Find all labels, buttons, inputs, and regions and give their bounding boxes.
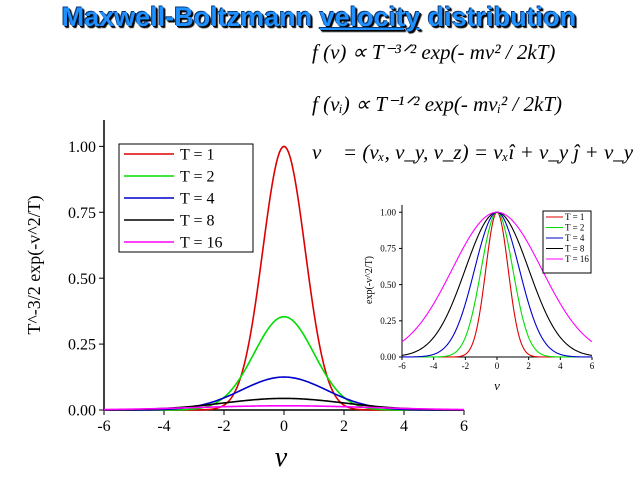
main-y-axis-label: T^-3/2 exp(-v^2/T) (24, 195, 45, 334)
title-part3: distribution (420, 2, 577, 32)
main-y-tick-label: 0.50 (68, 271, 96, 288)
main-series-line-2 (104, 315, 464, 411)
main-x-tick-label: -2 (217, 418, 230, 435)
main-x-tick-label: 4 (400, 418, 408, 435)
equation-component: f (vᵢ) ∝ T⁻¹ᐟ² exp(- mvᵢ² / 2kT) (312, 92, 563, 116)
inset-group: -6 -4 -2 0 2 4 6 0.00 0.25 0.50 0.75 1.00 T = 1T = 2… (364, 205, 595, 393)
inset-x-tick-label: 2 (526, 361, 531, 371)
inset-y-tick-label: 0.25 (380, 316, 396, 326)
title-part2: velocity (319, 2, 421, 32)
inset-legend-box (542, 210, 592, 274)
main-x-tick-label: -4 (157, 418, 170, 435)
inset-x-tick-label: -6 (398, 361, 406, 371)
inset-y-tick-label: 0.75 (380, 244, 396, 254)
inset-x-tick-label: 4 (558, 361, 563, 371)
main-y-tick-label: 0.00 (68, 403, 96, 420)
equation-vector: v⃗ = (vₓ, v_y, v_z) = vₓî + v_y ĵ + v_y … (312, 140, 638, 164)
main-x-tick-label: 6 (460, 418, 468, 435)
inset-y-tick-label: 1.00 (380, 207, 396, 217)
main-y-tick-label: 0.25 (68, 337, 96, 354)
inset-x-tick-label: -4 (430, 361, 438, 371)
equation-speed: f (v) ∝ T⁻³ᐟ² exp(- mv² / 2kT) (312, 40, 556, 64)
inset-series-line-5 (401, 211, 593, 343)
main-legend-label-1: T = 1 (180, 147, 215, 164)
main-x-tick-label: 2 (340, 418, 348, 435)
inset-x-tick-label: -2 (462, 361, 470, 371)
inset-y-axis-label: exp(-v^2/T) (364, 256, 375, 304)
inset-x-tick-label: 0 (495, 361, 500, 371)
inset-legend-label-4: T = 8 (565, 244, 585, 254)
title-part1: Maxwell-Boltzmann (61, 2, 320, 32)
main-x-tick-label: -6 (97, 418, 110, 435)
inset-legend-label-5: T = 16 (565, 254, 589, 264)
inset-legend-label-2: T = 2 (565, 223, 584, 233)
main-y-tick-label: 1.00 (68, 139, 96, 156)
main-legend-label-2: T = 2 (180, 169, 215, 186)
page-title: Maxwell-Boltzmann velocity distribution (0, 2, 638, 33)
inset-x-axis-label: v (494, 378, 500, 393)
inset-legend-label-3: T = 4 (565, 233, 585, 243)
main-x-axis-label: v (275, 442, 288, 473)
inset-y-tick-label: 0.50 (380, 280, 396, 290)
inset-legend-label-1: T = 1 (565, 212, 584, 222)
main-series-line-3 (104, 376, 464, 411)
main-legend-label-3: T = 4 (180, 191, 215, 208)
main-series-line-5 (103, 404, 465, 411)
inset-y-tick-label: 0.00 (380, 352, 396, 362)
main-legend-label-4: T = 8 (180, 213, 215, 230)
inset-x-tick-label: 6 (590, 361, 595, 371)
main-y-tick-label: 0.75 (68, 205, 96, 222)
main-x-tick-label: 0 (280, 418, 288, 435)
main-legend-label-5: T = 16 (180, 235, 223, 252)
main-group: -6 -4 -2 0 2 4 6 0.00 0.25 0.50 0.75 1.00 T = 1 T = 2… (24, 120, 468, 473)
